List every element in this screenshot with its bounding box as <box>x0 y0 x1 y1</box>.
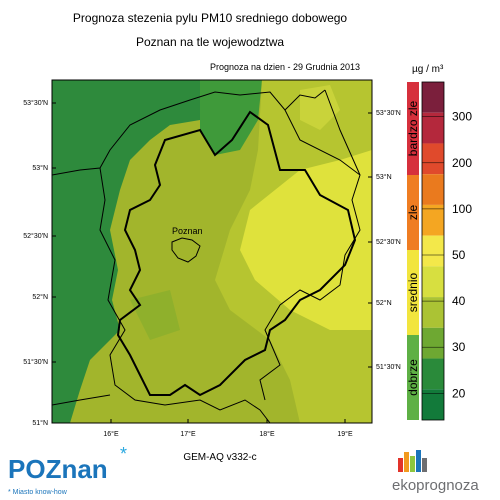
city-border <box>171 237 201 263</box>
colorbar-segment <box>422 174 444 205</box>
lat-label: 52°30'N <box>376 238 401 246</box>
border <box>259 109 361 401</box>
colorbar-segment <box>422 204 444 236</box>
logo-poznan: POZnan <box>8 454 108 484</box>
tick-label: 40 <box>452 294 466 308</box>
category-label: srednio <box>406 272 420 312</box>
lat-label: 51°N <box>32 419 48 427</box>
colorbar-frame <box>421 81 445 421</box>
border <box>52 89 326 176</box>
lat-label: 52°N <box>32 293 48 301</box>
colorbar-segment <box>422 266 444 298</box>
lon-label: 18°E <box>259 430 275 438</box>
logo-tagline: * Miasto know-how <box>8 489 68 496</box>
model-label: GEM-AQ v332-c <box>183 452 256 463</box>
category-label: zle <box>406 205 420 221</box>
colorbar-segment <box>422 82 444 113</box>
tick-label: 100 <box>452 202 472 216</box>
lat-label: 51°30'N <box>376 363 401 371</box>
axes: 53°30'N 53°N 52°30'N 52°N 51°30'N 51°N 53°30'N… <box>23 99 401 438</box>
map: Poznan <box>51 79 373 424</box>
category-band <box>407 82 419 175</box>
region-border <box>116 110 357 397</box>
title: Prognoza stezenia pylu PM10 sredniego do… <box>73 11 348 25</box>
colorbar: bardzo zle zle srednio dobrze 300 200 100 50 40 3… <box>406 81 472 421</box>
lon-label: 19°E <box>337 430 353 438</box>
colorbar-segment <box>422 235 444 267</box>
logo-ekoprognoza: ekoprognoza <box>392 477 479 494</box>
colorbar-segment <box>422 143 444 175</box>
lat-label: 53°N <box>376 173 392 181</box>
eko-icon <box>398 450 427 472</box>
lat-label: 52°30'N <box>23 232 48 240</box>
category-band <box>407 250 419 335</box>
lon-label: 16°E <box>103 430 119 438</box>
zone <box>300 85 340 130</box>
zone <box>130 290 180 340</box>
tick-label: 50 <box>452 248 466 262</box>
category-label: dobrze <box>406 359 420 396</box>
tick-label: 300 <box>452 110 472 124</box>
category-band <box>407 175 419 250</box>
colorbar-segment <box>422 112 444 144</box>
subtitle: Poznan na tle wojewodztwa <box>136 35 284 49</box>
lon-label: 17°E <box>180 430 196 438</box>
map-frame <box>51 79 373 424</box>
border <box>52 394 111 406</box>
colorbar-segment <box>422 327 444 359</box>
category-band <box>407 335 419 420</box>
unit: µg / m³ <box>412 64 444 75</box>
tick-label: 200 <box>452 156 472 170</box>
logo-star: * <box>120 444 127 464</box>
city-label: Poznan <box>172 226 203 236</box>
tick-label: 20 <box>452 386 466 400</box>
tick-label: 30 <box>452 340 466 354</box>
colorbar-segment <box>422 389 444 420</box>
border <box>99 167 271 423</box>
lat-label: 52°N <box>376 299 392 307</box>
lat-label: 51°30'N <box>23 358 48 366</box>
border <box>324 89 361 176</box>
lat-label: 53°N <box>32 164 48 172</box>
zone <box>200 80 262 155</box>
category-label: bardzo zle <box>406 100 420 156</box>
colorbar-segment <box>422 358 444 390</box>
colorbar-segment <box>422 297 444 328</box>
lat-label: 53°30'N <box>376 109 401 117</box>
date-label: Prognoza na dzien - 29 Grudnia 2013 <box>210 62 360 72</box>
lat-label: 53°30'N <box>23 99 48 107</box>
zone <box>240 150 372 330</box>
